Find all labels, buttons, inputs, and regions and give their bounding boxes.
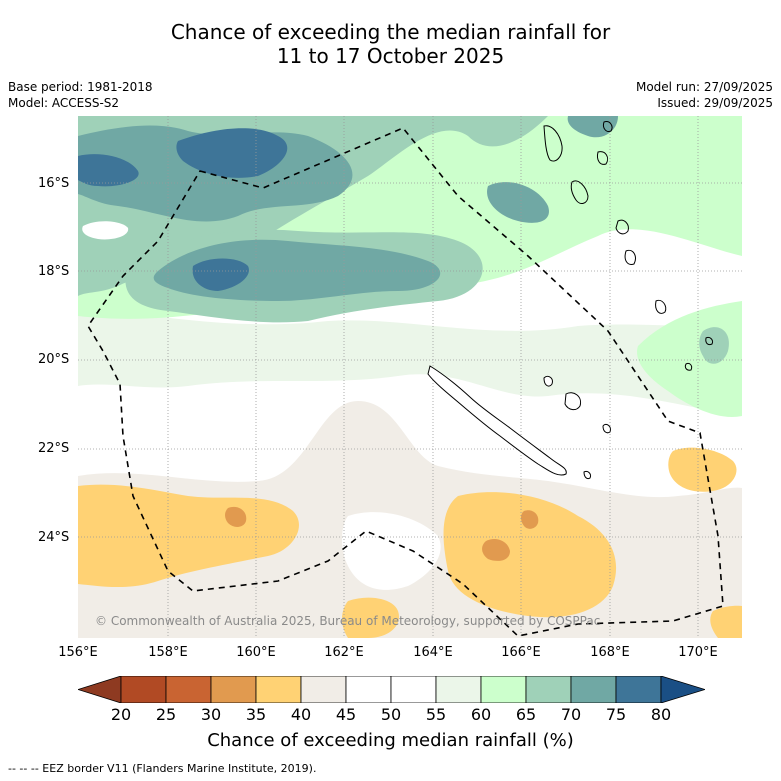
colorbar-bin-25-30 [165, 676, 212, 703]
lon-label-156E: 156°E [58, 645, 98, 660]
island-small-southeast [684, 363, 693, 371]
field-dark-blue-upper-left [78, 154, 139, 187]
lon-label-168E: 168°E [590, 645, 630, 660]
colorbar-bin-45-50 [345, 676, 392, 703]
issued-date: Issued: 29/09/2025 [657, 96, 773, 110]
model-name: Model: ACCESS-S2 [8, 96, 120, 110]
field-orange-spot-left [225, 506, 247, 527]
vanuatu-island-tanna [655, 299, 667, 314]
meta-right: Model run: 27/09/2025 Issued: 29/09/2025 [636, 79, 773, 111]
vanuatu-island-espiritu-santo [543, 125, 563, 162]
base-period: Base period: 1981-2018 [8, 80, 153, 94]
loyalty-island-2 [543, 375, 553, 387]
map-panel [78, 116, 742, 638]
colorbar-bin-20-25 [120, 676, 167, 703]
loyalty-island-1 [564, 392, 582, 411]
colorbar-tick-55: 55 [425, 705, 447, 724]
field-white-lower [342, 512, 441, 590]
map-canvas [78, 116, 742, 638]
vanuatu-island-malekula [570, 180, 589, 204]
loyalty-island-3 [602, 423, 611, 434]
field-light-green-middle [78, 306, 742, 416]
lon-label-164E: 164°E [413, 645, 453, 660]
colorbar-bin-65-70 [525, 676, 572, 703]
lon-label-166E: 166°E [501, 645, 541, 660]
colorbar-tick-30: 30 [200, 705, 222, 724]
colorbar-tick-20: 20 [110, 705, 132, 724]
colorbar-tick-35: 35 [245, 705, 267, 724]
field-dark-blue-middle [192, 258, 249, 291]
colorbar-bin-50-55 [390, 676, 437, 703]
field-yellow-bottom [342, 597, 399, 638]
colorbar-bin-60-65 [480, 676, 527, 703]
field-yellow-lower-center [443, 492, 617, 618]
colorbar-tick-75: 75 [605, 705, 627, 724]
colorbar-bin-30-35 [210, 676, 257, 703]
lat-label-20S: 20°S [38, 352, 70, 367]
vanuatu-island-north [603, 121, 613, 132]
lat-label-24S: 24°S [38, 530, 70, 545]
model-run: Model run: 27/09/2025 [635, 80, 773, 94]
colorbar-tick-50: 50 [380, 705, 402, 724]
colorbar [78, 676, 705, 703]
lat-label-22S: 22°S [38, 441, 70, 456]
lon-label-160E: 160°E [236, 645, 276, 660]
lon-label-170E: 170°E [678, 645, 718, 660]
field-yellow-lower-left [78, 484, 299, 588]
isle-of-pines [583, 471, 591, 480]
colorbar-tick-80: 80 [650, 705, 672, 724]
colorbar-bin-40-45 [300, 676, 347, 703]
field-yellow-right [668, 447, 737, 492]
colorbar-tick-60: 60 [470, 705, 492, 724]
colorbar-tick-70: 70 [560, 705, 582, 724]
gridlines [78, 116, 742, 638]
colorbar-bin-70-75 [570, 676, 617, 703]
vanuatu-island-efate [615, 219, 629, 235]
field-orange-spot-right [521, 510, 539, 529]
field-orange-spot-center [482, 539, 510, 561]
colorbar-tick-65: 65 [515, 705, 537, 724]
colorbar-title: Chance of exceeding median rainfall (%) [207, 730, 574, 751]
map-title: Chance of exceeding the median rainfall … [0, 20, 781, 68]
colorbar-high-extension [660, 676, 705, 703]
lat-label-16S: 16°S [38, 176, 70, 191]
island-small-east [705, 337, 713, 346]
eez-footnote: -- -- -- EEZ border V11 (Flanders Marine… [8, 762, 317, 775]
new-caledonia-coastline [427, 365, 567, 476]
colorbar-low-extension [78, 676, 122, 703]
vanuatu-island-erromango [624, 249, 636, 265]
lon-label-158E: 158°E [148, 645, 188, 660]
meta-left: Base period: 1981-2018 Model: ACCESS-S2 [8, 79, 153, 111]
colorbar-tick-25: 25 [155, 705, 177, 724]
field-teal-right-spot [699, 327, 729, 364]
field-yellow-bottom-right [710, 605, 742, 638]
eez-border [87, 127, 724, 637]
colorbar-bin-55-60 [435, 676, 482, 703]
colorbar-tick-40: 40 [290, 705, 312, 724]
field-dark-blue-upper-center [176, 128, 288, 178]
field-white-left [82, 221, 129, 240]
field-teal-upper-right [487, 182, 549, 223]
title-line-1: Chance of exceeding the median rainfall … [170, 20, 611, 44]
copyright-notice: © Commonwealth of Australia 2025, Bureau… [95, 614, 601, 628]
vanuatu-island-pentecost [597, 151, 609, 165]
title-line-2: 11 to 17 October 2025 [276, 44, 505, 68]
colorbar-bin-35-40 [255, 676, 302, 703]
lon-label-162E: 162°E [324, 645, 364, 660]
colorbar-bin-75-80 [615, 676, 662, 703]
lat-label-18S: 18°S [38, 264, 70, 279]
colorbar-tick-45: 45 [335, 705, 357, 724]
